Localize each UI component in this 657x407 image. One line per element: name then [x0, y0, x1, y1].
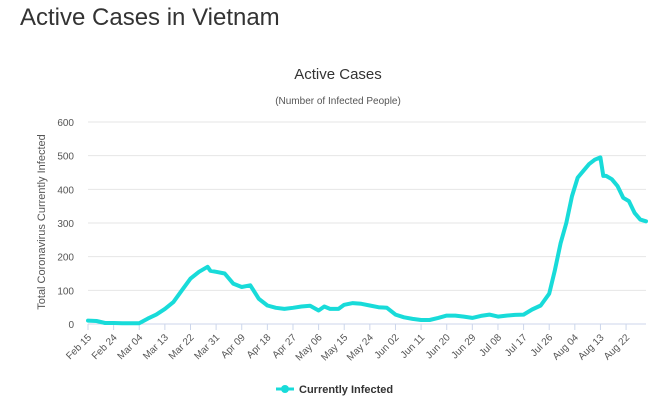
x-tick-label: May 15	[319, 332, 350, 363]
x-tick-label: Mar 31	[192, 332, 222, 362]
x-tick-label: May 06	[294, 332, 325, 363]
y-tick-label: 200	[57, 253, 74, 264]
y-tick-label: 600	[57, 118, 74, 129]
x-tick-label: Apr 09	[219, 332, 248, 361]
gridlines	[88, 121, 646, 325]
x-tick-label: Feb 15	[64, 332, 94, 362]
x-tick-label: Jun 20	[424, 332, 453, 361]
x-tick-label: Jul 08	[477, 332, 504, 359]
x-tick-label: Aug 04	[551, 332, 581, 362]
y-tick-label: 0	[68, 320, 74, 331]
x-tick-label: Feb 24	[90, 332, 120, 362]
x-tick-label: Mar 22	[167, 332, 197, 362]
x-tick-label: Aug 22	[602, 332, 632, 362]
y-axis-ticks: 0 100 200 300 400 500 600	[57, 118, 74, 331]
x-tick-label: Jun 02	[373, 332, 402, 361]
legend-label[interactable]: Currently Infected	[299, 384, 393, 396]
chart-title: Active Cases	[294, 66, 382, 83]
x-tick-label: Mar 04	[116, 332, 146, 362]
x-tick-label: Aug 13	[576, 332, 606, 362]
legend-marker	[281, 385, 289, 393]
y-tick-label: 400	[57, 185, 74, 196]
page-heading: Active Cases in Vietnam	[20, 4, 280, 31]
y-tick-label: 300	[57, 219, 74, 230]
x-tick-label: Mar 13	[141, 332, 171, 362]
x-tick-label: Jul 17	[503, 332, 530, 359]
chart-subtitle: (Number of Infected People)	[275, 96, 401, 107]
legend[interactable]: Currently Infected	[276, 384, 393, 396]
x-tick-label: Jun 29	[449, 332, 478, 361]
x-tick-label: May 24	[345, 332, 376, 363]
x-tick-label: Apr 18	[245, 332, 274, 361]
y-tick-label: 100	[57, 286, 74, 297]
y-tick-label: 500	[57, 152, 74, 163]
series-line-currently-infected	[86, 155, 648, 326]
x-tick-label: Jun 11	[399, 332, 428, 361]
y-axis-label: Total Coronavirus Currently Infected	[36, 134, 48, 309]
